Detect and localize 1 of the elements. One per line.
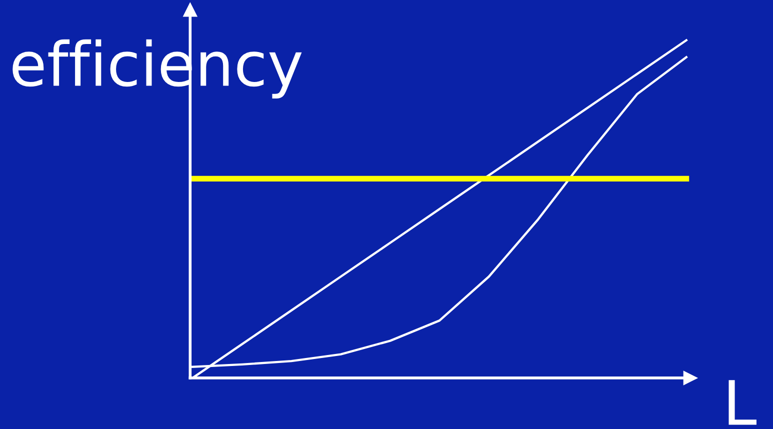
x-axis-title: L	[728, 380, 756, 425]
